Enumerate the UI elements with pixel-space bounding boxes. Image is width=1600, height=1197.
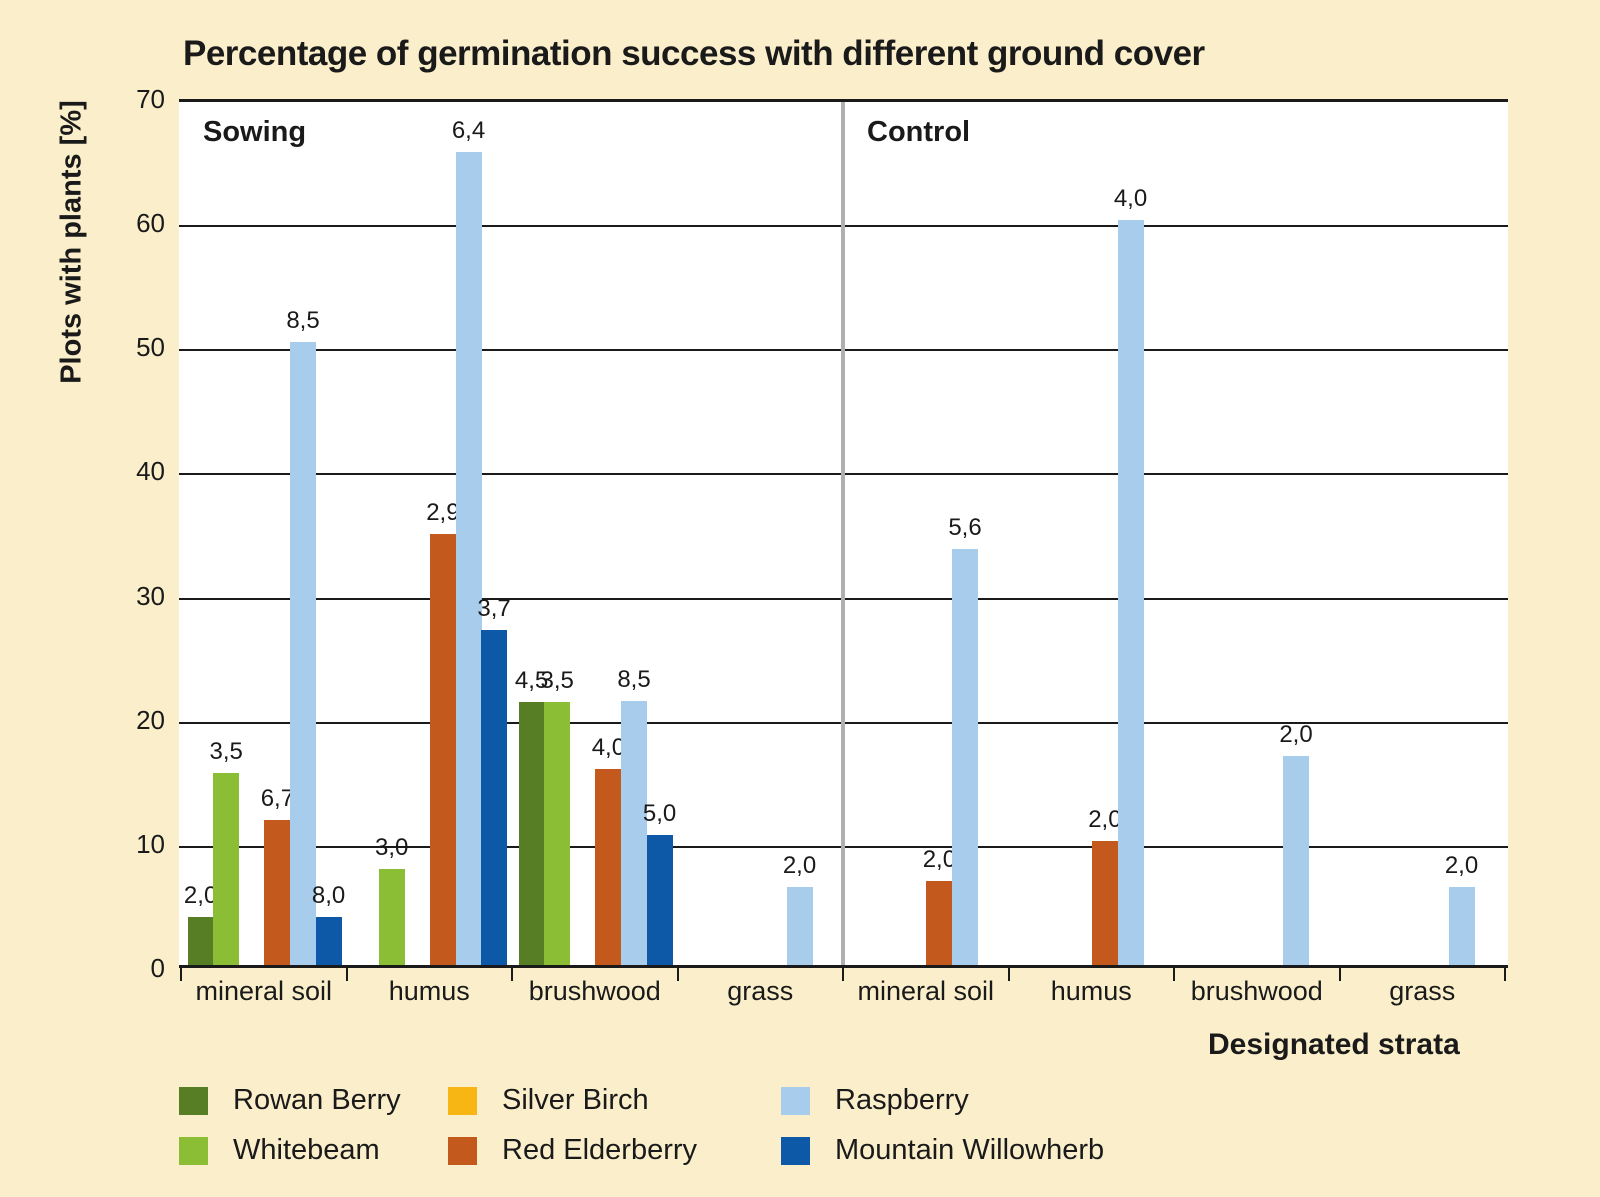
x-axis-title: Designated strata	[1208, 1028, 1460, 1061]
bar-raspberry-humus-sowing	[455, 151, 482, 965]
bar-value-label: 2,0	[782, 851, 817, 879]
bar-value-label: 3,5	[540, 666, 574, 694]
bar-value-label: 2,0	[1444, 851, 1479, 879]
bar-red-elderberry-mineral-soil-sowing	[264, 819, 291, 965]
x-tick-label-grass-0: grass	[727, 976, 794, 1006]
section-label-sowing: Sowing	[203, 116, 307, 148]
bar-value-label: 2,0	[1279, 721, 1313, 749]
legend-item-silver-birch: Silver Birch	[448, 1084, 781, 1116]
x-tick-mark-6	[1173, 968, 1175, 981]
bar-value-label: 8,5	[617, 665, 651, 693]
bar-value-label: 5,0	[642, 799, 677, 827]
chart-title: Percentage of germination success with d…	[183, 34, 1205, 73]
bar-mountain-willowherb-mineral-soil-sowing	[315, 916, 342, 965]
legend-item-raspberry: Raspberry	[781, 1084, 1104, 1116]
legend-item-red-elderberry: Red Elderberry	[448, 1134, 781, 1166]
x-tick-mark-4	[842, 968, 844, 981]
x-tick-label-brushwood-1: brushwood	[1190, 976, 1323, 1006]
y-tick-label-10: 10	[136, 828, 165, 859]
bar-whitebeam-brushwood-sowing	[544, 701, 571, 965]
bar-value-label: 2,0	[183, 881, 218, 909]
bar-value-label: 3,7	[477, 594, 511, 622]
y-tick-label-0: 0	[150, 953, 165, 983]
bar-raspberry-mineral-soil-sowing	[290, 341, 316, 965]
y-tick-label-70: 70	[136, 84, 165, 114]
y-tick-label-60: 60	[136, 208, 165, 239]
bar-value-label: 8,0	[311, 881, 346, 909]
y-tick-label-30: 30	[136, 580, 165, 611]
bar-raspberry-brushwood-control	[1283, 756, 1309, 965]
bar-value-label: 2,9	[426, 499, 460, 527]
bar-rowan-berry-mineral-soil-sowing	[187, 916, 214, 965]
bar-value-label: 6,7	[260, 784, 295, 812]
x-tick-label-mineral-soil-1: mineral soil	[857, 976, 995, 1006]
bar-red-elderberry-humus-control	[1091, 840, 1118, 965]
silver-birch-color-swatch-icon	[448, 1086, 477, 1115]
bar-raspberry-grass-sowing	[786, 886, 813, 965]
bar-whitebeam-humus-sowing	[378, 869, 405, 965]
x-tick-mark-7	[1338, 968, 1341, 981]
legend-label-mountain-willowherb: Mountain Willowherb	[835, 1134, 1105, 1166]
bar-value-label: 4,0	[1113, 185, 1148, 213]
bar-mountain-willowherb-humus-sowing	[481, 629, 508, 965]
y-tick-label-20: 20	[136, 704, 165, 735]
y-tick-label-50: 50	[136, 332, 165, 363]
plot-area: Sowing 2,0 3,5 6,7 8,5 8,0 3,0 2,9 6,4 3,7 4,5 3,5 4…	[179, 99, 1508, 968]
whitebeam-color-swatch-icon	[179, 1136, 208, 1165]
legend-item-mountain-willowherb: Mountain Willowherb	[781, 1134, 1105, 1166]
bar-value-label: 3,0	[375, 834, 409, 862]
bar-raspberry-humus-control	[1117, 220, 1144, 965]
legend-label-whitebeam: Whitebeam	[233, 1134, 380, 1166]
x-tick-label-grass-1: grass	[1389, 976, 1456, 1006]
bar-value-label: 4,5	[514, 666, 549, 694]
bar-value-label: 3,5	[209, 737, 243, 765]
y-axis-title: Plots with plants [%]	[55, 100, 88, 384]
bar-raspberry-mineral-soil-control	[952, 549, 978, 965]
legend-label-red-elderberry: Red Elderberry	[502, 1134, 698, 1166]
x-tick-label-humus-0: humus	[388, 976, 470, 1006]
x-tick-mark-3	[676, 968, 679, 981]
x-tick-mark-5	[1007, 968, 1010, 981]
bar-mountain-willowherb-brushwood-sowing	[646, 834, 673, 965]
mountain-willowherb-color-swatch-icon	[781, 1136, 810, 1165]
x-tick-label-mineral-soil-0: mineral soil	[195, 976, 333, 1006]
x-tick-label-brushwood-0: brushwood	[528, 976, 661, 1006]
section-label-control: Control	[867, 116, 971, 148]
x-tick-mark-1	[345, 968, 348, 981]
y-tick-label-40: 40	[136, 456, 165, 487]
bar-red-elderberry-humus-sowing	[429, 534, 456, 965]
section-divider	[841, 102, 845, 965]
red-elderberry-color-swatch-icon	[448, 1136, 477, 1165]
bar-red-elderberry-mineral-soil-control	[926, 880, 953, 965]
bar-whitebeam-mineral-soil-sowing	[213, 772, 240, 965]
x-tick-mark-2	[511, 968, 513, 981]
bar-raspberry-brushwood-sowing	[621, 700, 647, 965]
legend-item-rowan-berry: Rowan Berry	[179, 1084, 448, 1116]
bar-value-label: 8,5	[286, 306, 320, 334]
bar-value-label: 6,4	[451, 116, 486, 144]
bar-raspberry-grass-control	[1448, 886, 1475, 965]
legend-item-whitebeam: Whitebeam	[179, 1134, 448, 1166]
x-tick-label-humus-1: humus	[1050, 976, 1132, 1006]
bar-rowan-berry-brushwood-sowing	[518, 701, 545, 965]
bar-red-elderberry-brushwood-sowing	[595, 768, 622, 965]
rowan-berry-color-swatch-icon	[179, 1086, 208, 1115]
legend-label-raspberry: Raspberry	[835, 1084, 969, 1116]
bar-value-label: 5,6	[948, 514, 982, 542]
bar-value-label: 4,0	[591, 733, 626, 761]
legend-label-rowan-berry: Rowan Berry	[233, 1084, 401, 1116]
bar-value-label: 2,0	[1088, 805, 1122, 833]
raspberry-color-swatch-icon	[781, 1086, 810, 1115]
legend: Rowan Berry Silver Birch Raspberry Whitebea…	[179, 1084, 1105, 1166]
x-tick-mark-0	[180, 968, 182, 981]
legend-label-silver-birch: Silver Birch	[502, 1084, 649, 1116]
bar-value-label: 2,0	[922, 845, 957, 873]
x-tick-mark-8	[1504, 968, 1506, 981]
